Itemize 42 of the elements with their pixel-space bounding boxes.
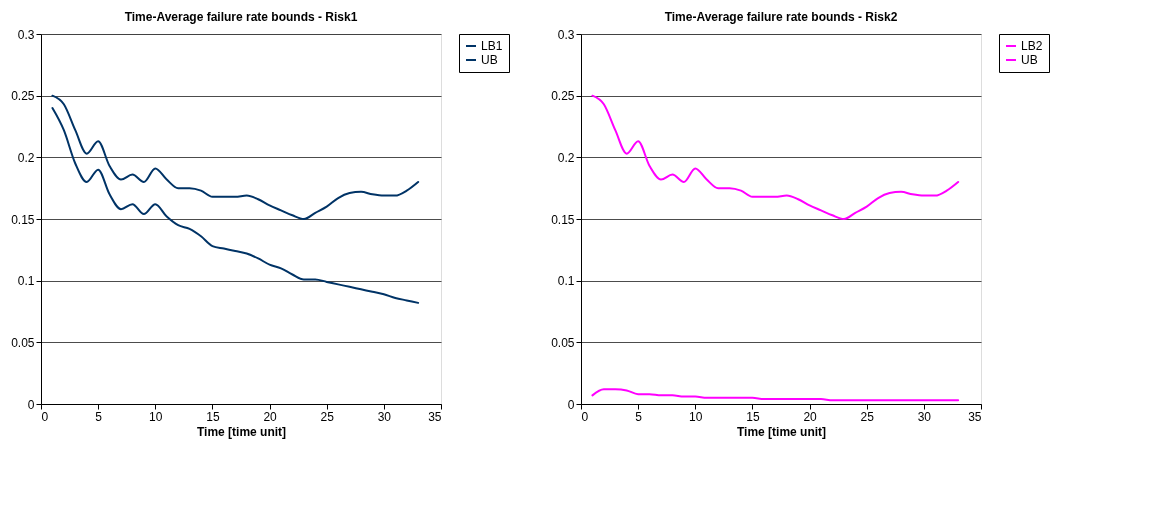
y-tick-label: 0.3 xyxy=(557,27,575,42)
y-tick-label: 0.05 xyxy=(11,335,35,350)
legend-label: UB xyxy=(481,53,498,67)
line-series xyxy=(591,94,960,220)
x-tick-label: 10 xyxy=(689,409,703,424)
line-series xyxy=(51,94,420,220)
legend-label: LB1 xyxy=(481,39,503,53)
x-tick-label: 15 xyxy=(206,409,220,424)
x-tick-label: 5 xyxy=(635,409,643,424)
y-tick-label: 0.25 xyxy=(11,89,35,104)
x-tick-label: 5 xyxy=(95,409,103,424)
y-tick-label: 0 xyxy=(567,397,575,412)
y-tick-label: 0.1 xyxy=(557,274,575,289)
x-tick-label: 15 xyxy=(746,409,760,424)
x-tick-label: 35 xyxy=(428,409,442,424)
y-tick-label: 0.3 xyxy=(17,27,35,42)
x-tick-label: 25 xyxy=(860,409,875,424)
legend-label: LB2 xyxy=(1021,39,1043,53)
x-tick-label: 10 xyxy=(149,409,163,424)
x-tick-label: 0 xyxy=(41,409,49,424)
legend-label: UB xyxy=(1021,53,1038,67)
line-series xyxy=(591,388,960,402)
x-axis-title: Time [time unit] xyxy=(196,424,287,439)
x-tick-label: 20 xyxy=(803,409,818,424)
y-tick-label: 0.15 xyxy=(551,212,575,227)
x-tick-label: 30 xyxy=(377,409,392,424)
y-tick-label: 0 xyxy=(27,397,35,412)
y-tick-label: 0.25 xyxy=(551,89,575,104)
line-series xyxy=(51,107,420,304)
x-tick-label: 35 xyxy=(968,409,982,424)
x-tick-label: 25 xyxy=(320,409,335,424)
y-tick-label: 0.2 xyxy=(557,150,575,165)
y-tick-label: 0.05 xyxy=(551,335,575,350)
x-axis-title: Time [time unit] xyxy=(736,424,827,439)
x-tick-label: 20 xyxy=(263,409,278,424)
y-tick-label: 0.15 xyxy=(11,212,35,227)
x-tick-label: 0 xyxy=(581,409,589,424)
y-tick-label: 0.1 xyxy=(17,274,35,289)
x-tick-label: 30 xyxy=(917,409,932,424)
y-tick-label: 0.2 xyxy=(17,150,35,165)
chart-title: Time-Average failure rate bounds - Risk1 xyxy=(124,10,358,24)
chart-title: Time-Average failure rate bounds - Risk2 xyxy=(664,10,898,24)
